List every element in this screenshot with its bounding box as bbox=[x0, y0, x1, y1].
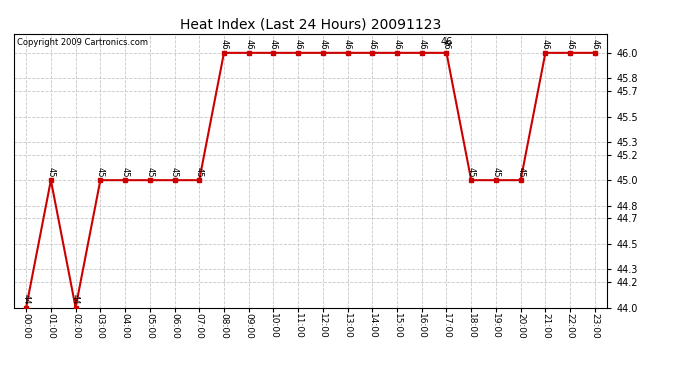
Text: 46: 46 bbox=[318, 39, 327, 50]
Text: 46: 46 bbox=[566, 39, 575, 50]
Text: 46: 46 bbox=[244, 39, 253, 50]
Text: Copyright 2009 Cartronics.com: Copyright 2009 Cartronics.com bbox=[17, 38, 148, 47]
Text: 45: 45 bbox=[96, 167, 105, 177]
Text: 46: 46 bbox=[541, 39, 550, 50]
Text: 45: 45 bbox=[121, 167, 130, 177]
Title: Heat Index (Last 24 Hours) 20091123: Heat Index (Last 24 Hours) 20091123 bbox=[180, 17, 441, 31]
Text: 46: 46 bbox=[219, 39, 228, 50]
Text: 45: 45 bbox=[46, 167, 55, 177]
Text: 46: 46 bbox=[591, 39, 600, 50]
Text: 46: 46 bbox=[368, 39, 377, 50]
Text: 46: 46 bbox=[343, 39, 352, 50]
Text: 46: 46 bbox=[294, 39, 303, 50]
Text: 45: 45 bbox=[170, 167, 179, 177]
Text: 46: 46 bbox=[442, 39, 451, 50]
Text: 45: 45 bbox=[195, 167, 204, 177]
Text: 45: 45 bbox=[491, 167, 500, 177]
Text: 44: 44 bbox=[71, 294, 80, 305]
Text: 46: 46 bbox=[269, 39, 278, 50]
Text: 44: 44 bbox=[21, 294, 30, 305]
Text: 45: 45 bbox=[146, 167, 155, 177]
Text: 46: 46 bbox=[440, 37, 453, 47]
Text: 46: 46 bbox=[417, 39, 426, 50]
Text: 45: 45 bbox=[466, 167, 475, 177]
Text: 45: 45 bbox=[516, 167, 525, 177]
Text: 46: 46 bbox=[393, 39, 402, 50]
